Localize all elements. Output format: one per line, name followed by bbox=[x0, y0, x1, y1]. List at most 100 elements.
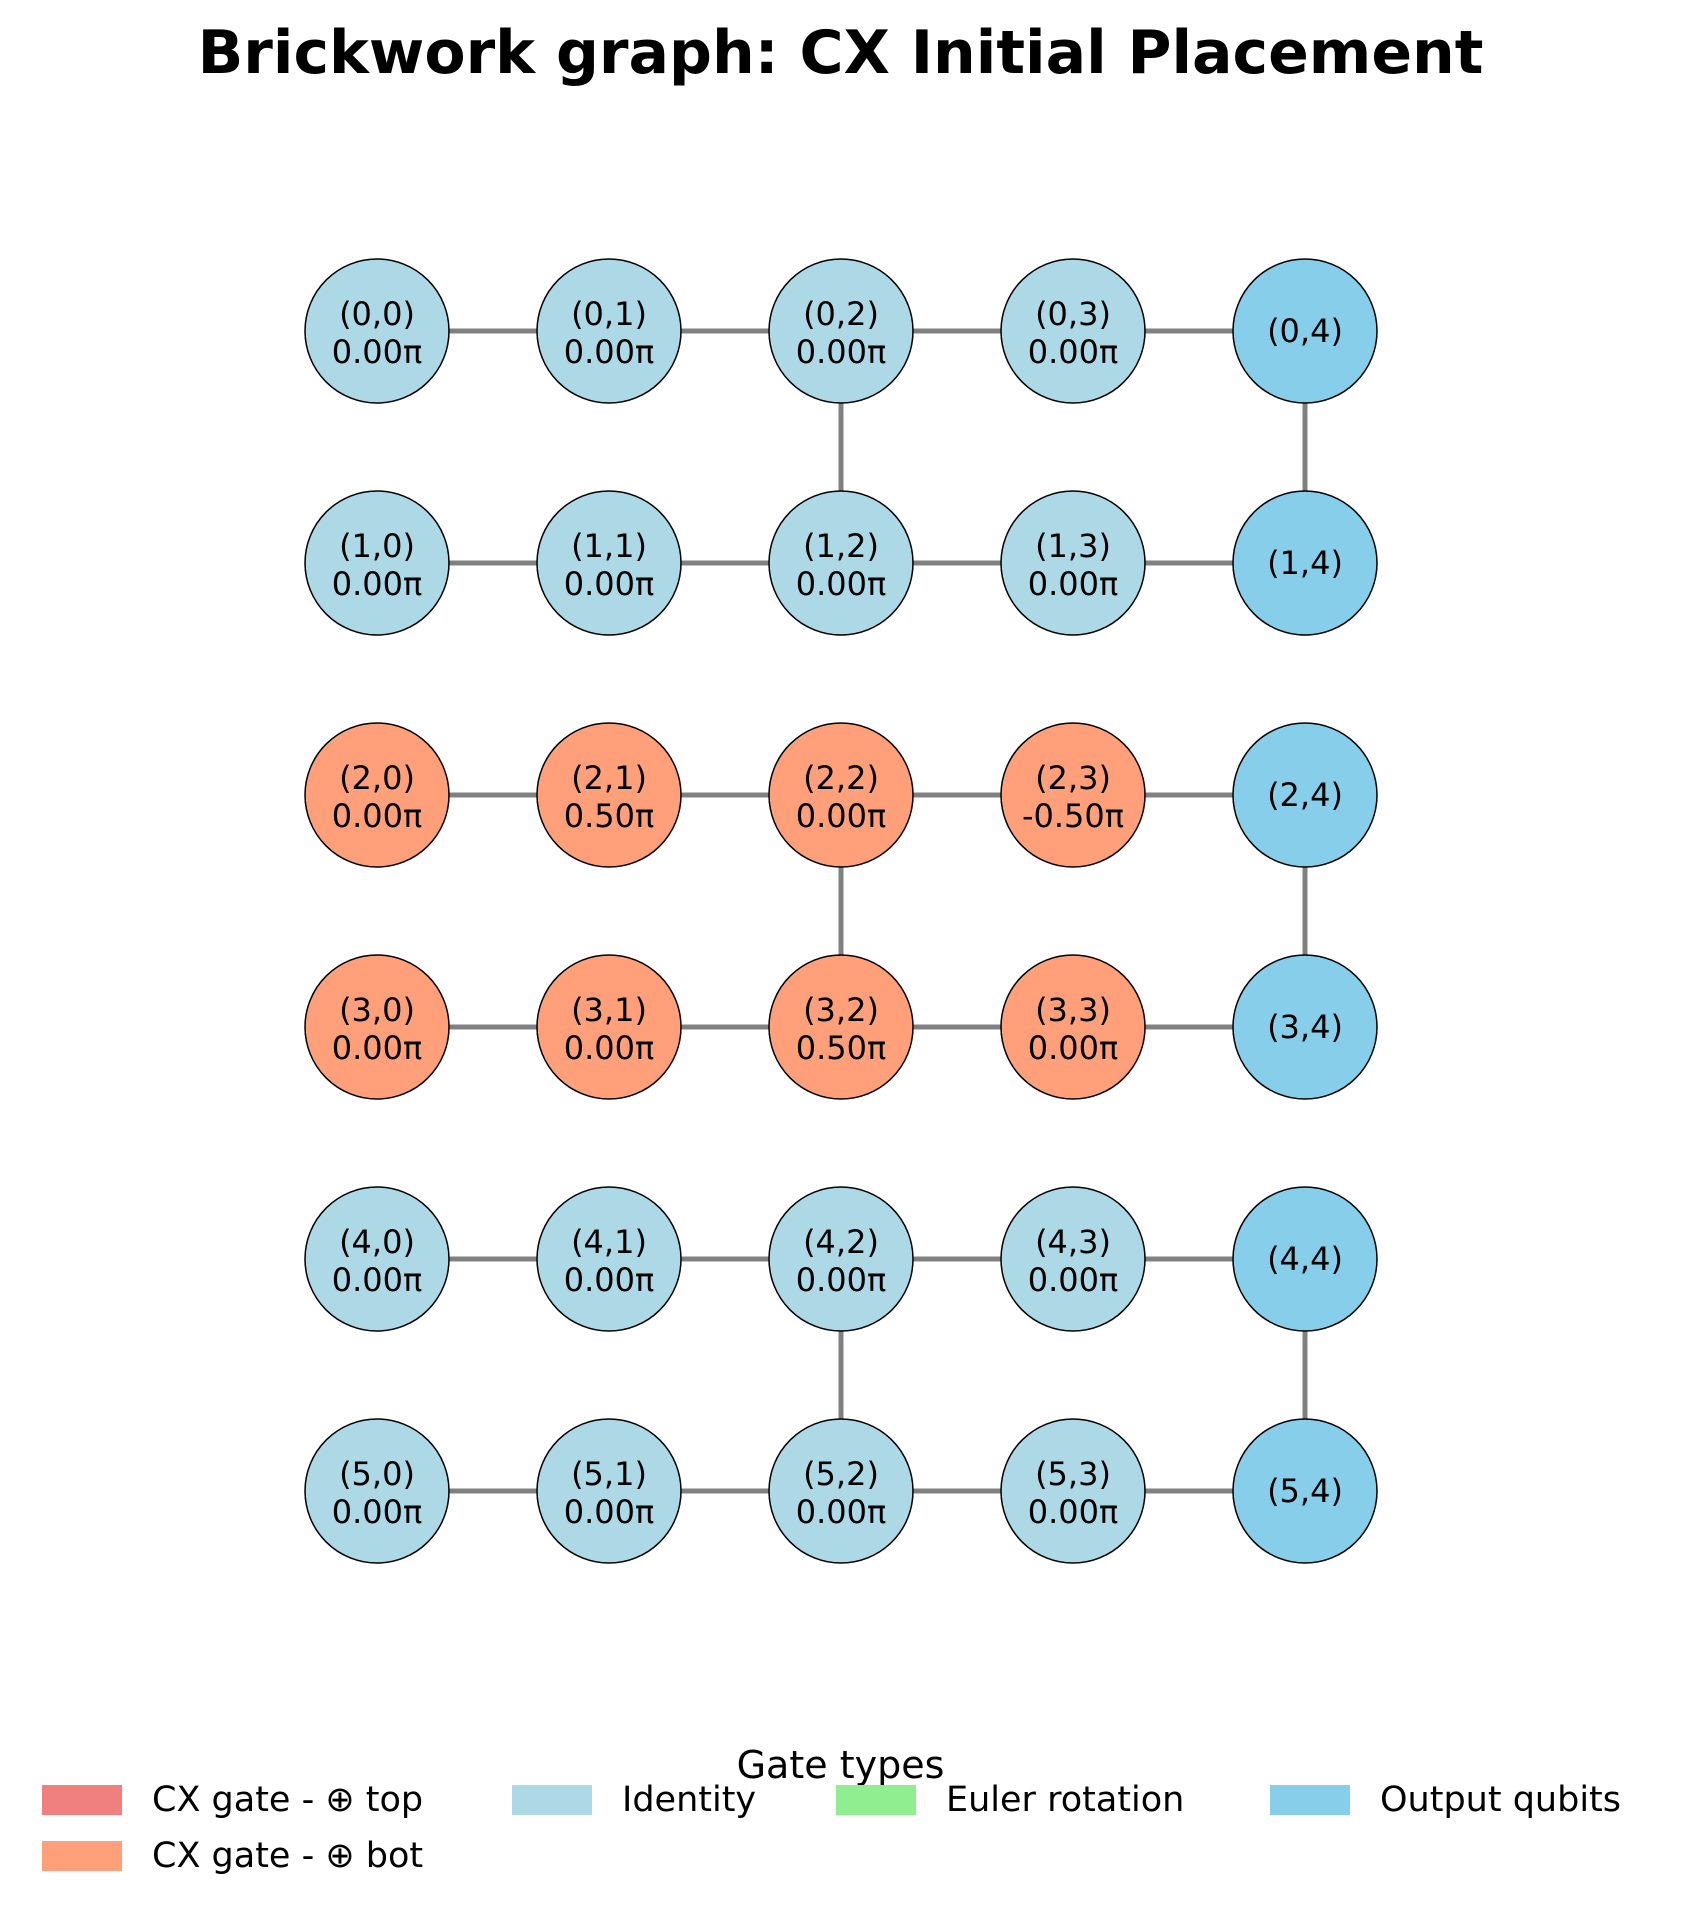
node-angle-label: 0.00π bbox=[796, 1493, 887, 1531]
node-circle bbox=[768, 1186, 914, 1332]
node-id-label: (2,1) bbox=[571, 759, 647, 797]
node-id-label: (5,3) bbox=[1035, 1455, 1111, 1493]
node-angle-label: 0.00π bbox=[332, 1493, 423, 1531]
node-circle bbox=[536, 722, 682, 868]
node-circle bbox=[768, 490, 914, 636]
node-circle bbox=[1232, 1418, 1378, 1564]
node-angle-label: 0.00π bbox=[564, 1261, 655, 1299]
node-id-label: (3,0) bbox=[339, 991, 415, 1029]
node-id-label: (2,4) bbox=[1267, 776, 1343, 814]
graph-node: (3,1)0.00π bbox=[536, 954, 682, 1100]
node-id-label: (4,2) bbox=[803, 1223, 879, 1261]
node-circle bbox=[1000, 1186, 1146, 1332]
node-id-label: (3,3) bbox=[1035, 991, 1111, 1029]
graph-node: (4,2)0.00π bbox=[768, 1186, 914, 1332]
node-id-label: (0,4) bbox=[1267, 312, 1343, 350]
graph-node: (2,2)0.00π bbox=[768, 722, 914, 868]
node-circle bbox=[1000, 722, 1146, 868]
node-circle bbox=[1000, 490, 1146, 636]
node-circle bbox=[536, 1418, 682, 1564]
node-id-label: (5,0) bbox=[339, 1455, 415, 1493]
legend-item-identity: Identity bbox=[512, 1780, 756, 1820]
node-angle-label: 0.00π bbox=[1028, 565, 1119, 603]
node-angle-label: 0.00π bbox=[1028, 1029, 1119, 1067]
node-id-label: (4,0) bbox=[339, 1223, 415, 1261]
node-id-label: (0,0) bbox=[339, 295, 415, 333]
node-angle-label: 0.00π bbox=[564, 565, 655, 603]
node-id-label: (1,3) bbox=[1035, 527, 1111, 565]
node-circle bbox=[768, 722, 914, 868]
node-angle-label: 0.00π bbox=[332, 1261, 423, 1299]
legend-label-euler: Euler rotation bbox=[946, 1780, 1185, 1820]
legend-item-euler: Euler rotation bbox=[836, 1780, 1184, 1820]
node-angle-label: 0.00π bbox=[332, 1029, 423, 1067]
node-id-label: (0,3) bbox=[1035, 295, 1111, 333]
node-circle bbox=[768, 258, 914, 404]
graph-node: (1,0)0.00π bbox=[304, 490, 450, 636]
legend-label-output: Output qubits bbox=[1380, 1780, 1622, 1820]
node-circle bbox=[1000, 1418, 1146, 1564]
graph-node: (2,3)-0.50π bbox=[1000, 722, 1146, 868]
graph-node: (3,0)0.00π bbox=[304, 954, 450, 1100]
node-circle bbox=[304, 954, 450, 1100]
node-id-label: (4,1) bbox=[571, 1223, 647, 1261]
legend-swatch-cx-bot bbox=[42, 1841, 122, 1871]
graph-node: (5,1)0.00π bbox=[536, 1418, 682, 1564]
brickwork-graph: (0,0)0.00π(0,1)0.00π(0,2)0.00π(0,3)0.00π… bbox=[304, 258, 1378, 1564]
graph-node: (2,0)0.00π bbox=[304, 722, 450, 868]
node-circle bbox=[304, 490, 450, 636]
node-circle bbox=[536, 258, 682, 404]
node-id-label: (3,1) bbox=[571, 991, 647, 1029]
node-id-label: (4,3) bbox=[1035, 1223, 1111, 1261]
node-circle bbox=[536, 954, 682, 1100]
node-circle bbox=[536, 1186, 682, 1332]
node-circle bbox=[1000, 954, 1146, 1100]
node-angle-label: 0.00π bbox=[796, 565, 887, 603]
graph-node: (0,3)0.00π bbox=[1000, 258, 1146, 404]
node-circle bbox=[1232, 954, 1378, 1100]
graph-node: (0,4) bbox=[1232, 258, 1378, 404]
graph-node: (4,3)0.00π bbox=[1000, 1186, 1146, 1332]
legend-label-cx-bot: CX gate - ⊕ bot bbox=[152, 1836, 424, 1876]
node-angle-label: -0.50π bbox=[1022, 797, 1124, 835]
graph-node: (5,3)0.00π bbox=[1000, 1418, 1146, 1564]
graph-node: (3,2)0.50π bbox=[768, 954, 914, 1100]
node-id-label: (0,2) bbox=[803, 295, 879, 333]
node-id-label: (5,1) bbox=[571, 1455, 647, 1493]
graph-node: (0,2)0.00π bbox=[768, 258, 914, 404]
node-layer: (0,0)0.00π(0,1)0.00π(0,2)0.00π(0,3)0.00π… bbox=[304, 258, 1378, 1564]
node-id-label: (2,2) bbox=[803, 759, 879, 797]
legend-item-output: Output qubits bbox=[1270, 1780, 1621, 1820]
node-id-label: (1,1) bbox=[571, 527, 647, 565]
node-angle-label: 0.00π bbox=[332, 565, 423, 603]
graph-node: (4,0)0.00π bbox=[304, 1186, 450, 1332]
legend-item-cx-bot: CX gate - ⊕ bot bbox=[42, 1836, 423, 1876]
node-angle-label: 0.00π bbox=[1028, 333, 1119, 371]
node-angle-label: 0.00π bbox=[564, 1493, 655, 1531]
graph-node: (2,4) bbox=[1232, 722, 1378, 868]
node-angle-label: 0.00π bbox=[796, 333, 887, 371]
graph-node: (1,4) bbox=[1232, 490, 1378, 636]
node-circle bbox=[304, 1186, 450, 1332]
node-circle bbox=[304, 722, 450, 868]
graph-node: (5,2)0.00π bbox=[768, 1418, 914, 1564]
node-circle bbox=[1232, 722, 1378, 868]
graph-node: (5,4) bbox=[1232, 1418, 1378, 1564]
graph-node: (0,0)0.00π bbox=[304, 258, 450, 404]
node-angle-label: 0.00π bbox=[332, 333, 423, 371]
node-circle bbox=[304, 1418, 450, 1564]
legend-swatch-identity bbox=[512, 1785, 592, 1815]
legend-swatch-cx-top bbox=[42, 1785, 122, 1815]
node-id-label: (2,3) bbox=[1035, 759, 1111, 797]
node-circle bbox=[768, 954, 914, 1100]
node-id-label: (1,0) bbox=[339, 527, 415, 565]
node-id-label: (5,4) bbox=[1267, 1472, 1343, 1510]
legend-label-identity: Identity bbox=[622, 1780, 757, 1820]
graph-node: (1,1)0.00π bbox=[536, 490, 682, 636]
node-circle bbox=[536, 490, 682, 636]
graph-node: (2,1)0.50π bbox=[536, 722, 682, 868]
node-id-label: (2,0) bbox=[339, 759, 415, 797]
node-id-label: (3,4) bbox=[1267, 1008, 1343, 1046]
graph-node: (3,4) bbox=[1232, 954, 1378, 1100]
node-angle-label: 0.00π bbox=[564, 333, 655, 371]
